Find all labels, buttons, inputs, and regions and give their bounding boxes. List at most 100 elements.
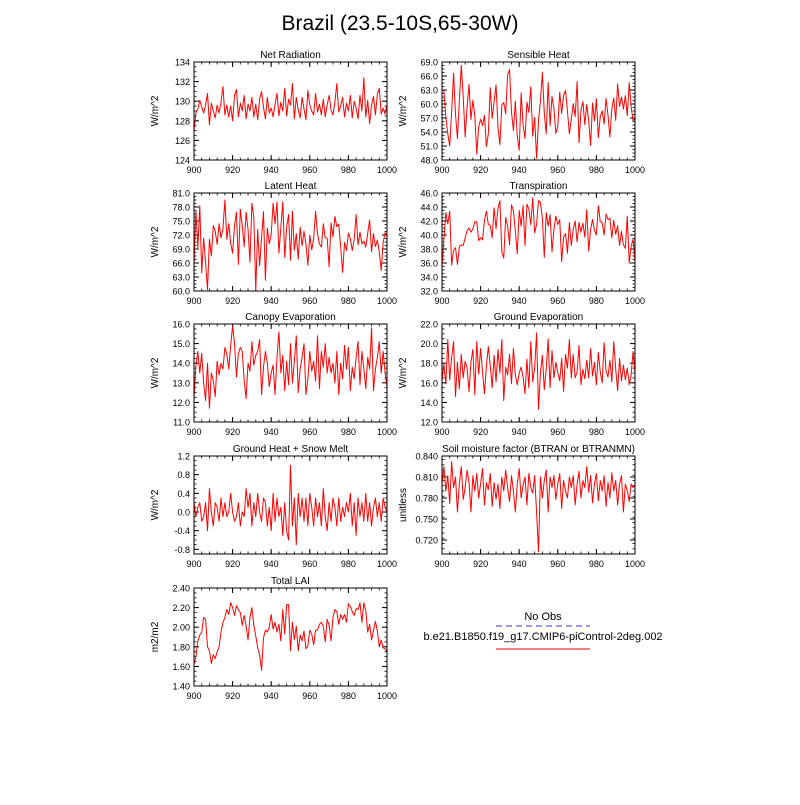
x-tick-label: 1000 <box>377 165 397 175</box>
y-tick-label: 14.0 <box>172 359 190 369</box>
x-tick-label: 900 <box>434 427 449 437</box>
y-tick-label: 32.0 <box>420 287 438 297</box>
x-tick-label: 960 <box>550 427 565 437</box>
y-tick-label: 72.0 <box>172 231 190 241</box>
panel-4: Transpiration W/m^2 900 920 940 960 980 1000 32.… <box>398 181 645 306</box>
x-tick-label: 900 <box>434 165 449 175</box>
y-tick-label: 81.0 <box>172 189 190 199</box>
y-tick-label: 124 <box>175 156 190 166</box>
y-tick-label: 69.0 <box>172 245 190 255</box>
panels: Net Radiation W/m^2 900 920 940 960 980 1000 124… <box>150 50 645 701</box>
panel-3: Latent Heat W/m^2 900 920 940 960 980 1000 60.0 6… <box>150 181 397 306</box>
y-tick-label: 16.0 <box>172 320 190 330</box>
series-line <box>441 64 636 159</box>
y-tick-label: 128 <box>175 116 190 126</box>
y-tick-label: 0.0 <box>177 508 190 518</box>
x-tick-label: 940 <box>264 427 279 437</box>
panel-8: Soil moisture factor (BTRAN or BTRANMN) u… <box>398 444 645 569</box>
y-tick-label: 44.0 <box>420 203 438 213</box>
y-axis-label: W/m^2 <box>150 226 161 257</box>
x-tick-label: 980 <box>341 559 356 569</box>
y-tick-label: 20.0 <box>420 339 438 349</box>
y-axis-label: W/m^2 <box>398 226 409 257</box>
x-tick-label: 920 <box>473 559 488 569</box>
plot-frame <box>441 192 636 292</box>
y-tick-label: 126 <box>175 136 190 146</box>
panel-2: Sensible Heat W/m^2 900 920 940 960 980 1000 48.… <box>398 50 645 175</box>
plot-frame <box>193 61 388 161</box>
x-tick-label: 920 <box>473 296 488 306</box>
x-tick-label: 980 <box>341 165 356 175</box>
y-tick-label: 0.780 <box>415 494 438 504</box>
y-tick-label: 63.0 <box>420 86 438 96</box>
y-tick-label: 63.0 <box>172 273 190 283</box>
x-tick-label: 1000 <box>377 296 397 306</box>
series-line <box>441 332 636 410</box>
panel-title: Soil moisture factor (BTRAN or BTRANMN) <box>442 444 635 455</box>
y-axis-label: m2/m2 <box>150 621 161 652</box>
panel-title: Sensible Heat <box>507 50 569 61</box>
y-tick-label: 34.0 <box>420 273 438 283</box>
series-line <box>193 602 388 671</box>
x-tick-label: 920 <box>225 427 240 437</box>
x-tick-label: 1000 <box>377 427 397 437</box>
y-tick-label: 130 <box>175 97 190 107</box>
series-line <box>193 77 388 131</box>
x-tick-label: 980 <box>341 691 356 701</box>
panel-title: Ground Evaporation <box>494 312 584 323</box>
y-tick-label: 1.60 <box>172 662 190 672</box>
y-tick-label: 78.0 <box>172 203 190 213</box>
panel-6: Ground Evaporation W/m^2 900 920 940 960 980 10… <box>398 312 645 437</box>
y-tick-label: 13.0 <box>172 378 190 388</box>
series-line <box>193 464 388 546</box>
x-tick-label: 960 <box>550 165 565 175</box>
series-line <box>441 461 636 553</box>
x-tick-label: 980 <box>589 165 604 175</box>
y-tick-label: 60.0 <box>172 287 190 297</box>
x-tick-label: 940 <box>264 691 279 701</box>
x-tick-label: 980 <box>589 427 604 437</box>
x-tick-label: 960 <box>550 296 565 306</box>
x-tick-label: 980 <box>589 296 604 306</box>
panel-title: Total LAI <box>271 576 310 587</box>
legend-model-label: b.e21.B1850.f19_g17.CMIP6-piControl-2deg… <box>423 631 662 643</box>
panel-title: Net Radiation <box>260 50 321 61</box>
y-tick-label: 134 <box>175 58 190 68</box>
plot-frame <box>193 455 388 555</box>
x-tick-label: 960 <box>302 427 317 437</box>
panel-1: Net Radiation W/m^2 900 920 940 960 980 1000 124… <box>150 50 397 175</box>
y-tick-label: 57.0 <box>420 114 438 124</box>
y-tick-label: 15.0 <box>172 339 190 349</box>
y-tick-label: 66.0 <box>420 72 438 82</box>
y-tick-label: 2.40 <box>172 584 190 594</box>
legend: No Obs b.e21.B1850.f19_g17.CMIP6-piContr… <box>423 611 663 650</box>
panel-title: Transpiration <box>510 181 568 192</box>
y-tick-label: 0.840 <box>415 452 438 462</box>
y-tick-label: 38.0 <box>420 245 438 255</box>
x-tick-label: 940 <box>264 296 279 306</box>
y-axis-label: W/m^2 <box>398 95 409 126</box>
y-tick-label: 11.0 <box>173 418 190 428</box>
y-axis-label: W/m^2 <box>150 357 161 388</box>
series-line <box>193 199 388 291</box>
y-tick-label: 1.80 <box>172 642 190 652</box>
panel-title: Ground Heat + Snow Melt <box>233 444 349 455</box>
y-tick-label: 0.4 <box>177 489 190 499</box>
x-tick-label: 1000 <box>377 691 397 701</box>
plot-frame <box>441 323 636 423</box>
panel-title: Latent Heat <box>265 181 317 192</box>
y-tick-label: -0.8 <box>174 545 190 555</box>
y-tick-label: 42.0 <box>420 217 438 227</box>
x-tick-label: 1000 <box>625 296 645 306</box>
y-tick-label: 22.0 <box>420 320 438 330</box>
plot-frame <box>441 455 636 555</box>
x-tick-label: 900 <box>186 165 201 175</box>
y-tick-label: 0.750 <box>415 515 438 525</box>
y-tick-label: 46.0 <box>420 189 438 199</box>
x-tick-label: 1000 <box>625 427 645 437</box>
y-tick-label: 12.0 <box>172 398 190 408</box>
x-tick-label: 1000 <box>625 559 645 569</box>
y-tick-label: 1.2 <box>177 452 190 462</box>
